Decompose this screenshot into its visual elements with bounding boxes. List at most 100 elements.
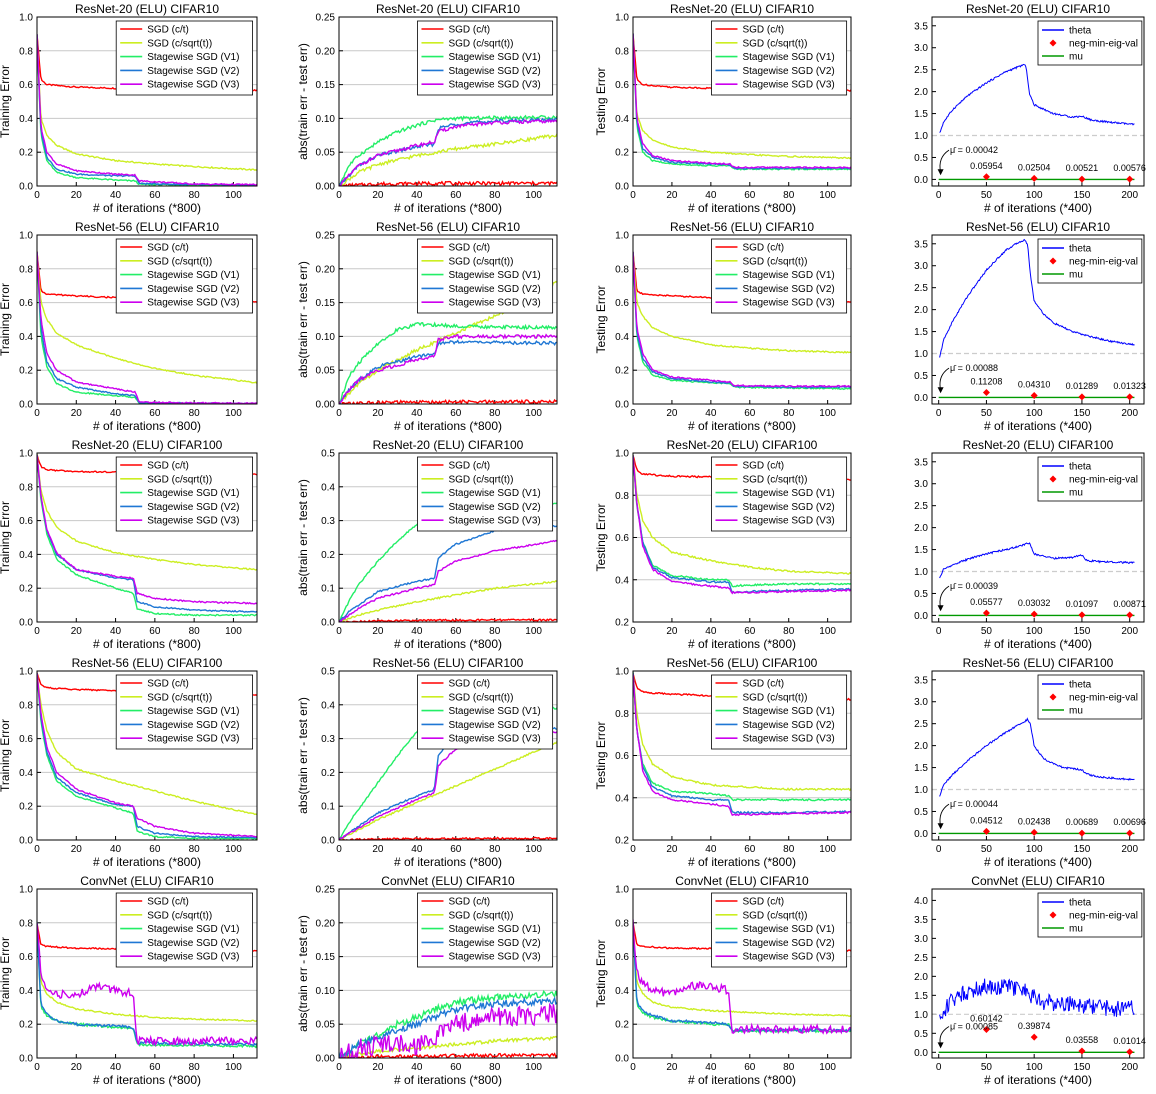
x-tick-label: 80 (189, 1062, 201, 1073)
y-tick-label: 1.0 (615, 885, 629, 896)
y-tick-label: 1.0 (615, 13, 629, 24)
y-tick-label: 0.15 (316, 80, 336, 91)
axes-frame (36, 452, 258, 623)
marker-label: 0.05577 (970, 597, 1003, 607)
marker-label: 0.01097 (1066, 599, 1099, 609)
eig-marker (1126, 393, 1134, 401)
y-tick-label: 0.3 (321, 516, 335, 527)
x-tick-label: 100 (225, 844, 242, 855)
legend-label: Stagewise SGD (V1) (147, 924, 239, 935)
marker-label: 0.02438 (1018, 816, 1051, 826)
y-tick-label: 0.10 (316, 332, 336, 343)
axes-frame (632, 452, 852, 623)
y-tick-label: 1.0 (914, 567, 928, 578)
panel-r3-c3: 0.0 0.5 1.0 1.5 2.0 2.5 3.0 3.5 0 50 100 150 200 0.04… (914, 656, 1146, 869)
x-tick-label: 60 (744, 190, 756, 201)
x-tick-label: 80 (189, 626, 201, 637)
y-tick-label: 0.20 (316, 918, 336, 929)
x-axis-label: # of iterations (*800) (394, 201, 502, 215)
legend-label: Stagewise SGD (V2) (147, 284, 239, 295)
axes-frame (36, 888, 258, 1059)
y-tick-label: 1.5 (914, 109, 928, 120)
y-tick-label: 1.0 (19, 13, 33, 24)
legend: SGD (c/t) SGD (c/sqrt(t)) Stagewise SGD (V… (115, 238, 253, 314)
y-tick-label: 0.10 (316, 986, 336, 997)
legend: theta neg-min-eig-val mu (1037, 674, 1143, 720)
legend: SGD (c/t) SGD (c/sqrt(t)) Stagewise SGD (V… (711, 674, 848, 750)
y-tick-label: 0.4 (321, 482, 335, 493)
x-tick-label: 60 (450, 626, 462, 637)
y-tick-label: 0.8 (19, 46, 33, 57)
theta-line (939, 978, 1135, 1020)
series-line (633, 455, 851, 588)
panel-r1-c1: 0.00 0.05 0.10 0.15 0.20 0.25 0 20 40 60 80 100 SGD … (296, 220, 558, 433)
panel-title: ResNet-20 (ELU) CIFAR10 (75, 2, 219, 16)
x-tick-label: 100 (525, 190, 542, 201)
series-line (633, 251, 851, 354)
legend-label: neg-min-eig-val (1069, 39, 1138, 50)
y-tick-label: 0.4 (321, 700, 335, 711)
theta-line (939, 238, 1135, 358)
series-line (339, 525, 557, 622)
y-tick-label: 0.2 (19, 802, 33, 813)
x-tick-label: 80 (783, 190, 795, 201)
x-tick-label: 20 (71, 626, 83, 637)
y-tick-label: 0.0 (19, 836, 33, 847)
y-axis-label: Training Error (0, 937, 12, 1010)
y-tick-label: 0.05 (316, 148, 336, 159)
legend-label: Stagewise SGD (V2) (742, 66, 834, 77)
y-tick-label: 0.00 (316, 182, 336, 193)
series-line (37, 34, 257, 186)
legend-label: SGD (c/sqrt(t)) (448, 256, 513, 267)
y-tick-label: 1.5 (914, 763, 928, 774)
y-tick-label: 1.0 (914, 349, 928, 360)
y-tick-label: 0.05 (316, 1020, 336, 1031)
legend-label: mu (1069, 52, 1083, 63)
x-tick-label: 60 (149, 408, 161, 419)
legend-label: Stagewise SGD (V1) (742, 706, 834, 717)
axes-frame (338, 452, 558, 623)
y-tick-label: 3.5 (914, 21, 928, 32)
series-line (633, 672, 851, 802)
legend-label: Stagewise SGD (V1) (742, 270, 834, 281)
x-tick-label: 40 (705, 844, 717, 855)
y-tick-label: 0.4 (19, 550, 33, 561)
panel-title: ResNet-20 (ELU) CIFAR10 (966, 2, 1110, 16)
panel-title: ResNet-56 (ELU) CIFAR100 (963, 656, 1114, 670)
legend: SGD (c/t) SGD (c/sqrt(t)) Stagewise SGD (V… (417, 892, 554, 968)
legend-label: Stagewise SGD (V2) (448, 284, 540, 295)
x-tick-label: 100 (1026, 626, 1043, 637)
legend-label: Stagewise SGD (V2) (742, 720, 834, 731)
legend-label: theta (1069, 898, 1092, 909)
y-tick-label: 0.4 (615, 114, 629, 125)
legend-label: SGD (c/t) (742, 243, 784, 254)
x-tick-label: 100 (1026, 1062, 1043, 1073)
legend-label: SGD (c/sqrt(t)) (742, 38, 807, 49)
y-tick-label: 0.8 (19, 918, 33, 929)
mu-annotation: μ̄ = 0.00042 (950, 145, 998, 155)
y-tick-label: 0.0 (321, 618, 335, 629)
legend-label: SGD (c/sqrt(t)) (147, 38, 212, 49)
y-tick-label: 0.6 (615, 952, 629, 963)
legend-label: SGD (c/t) (742, 679, 784, 690)
legend-label: SGD (c/t) (448, 897, 490, 908)
x-axis-label: # of iterations (*800) (93, 201, 201, 215)
y-tick-label: 0.6 (19, 952, 33, 963)
legend-label: Stagewise SGD (V1) (742, 924, 834, 935)
y-tick-label: 1.0 (615, 231, 629, 242)
theta-line (939, 63, 1135, 133)
marker-label: 0.39874 (1018, 1021, 1051, 1031)
x-tick-label: 60 (450, 408, 462, 419)
x-tick-label: 200 (1121, 408, 1138, 419)
marker-label: 0.01289 (1066, 381, 1099, 391)
legend-label: SGD (c/t) (742, 897, 784, 908)
legend-label: neg-min-eig-val (1069, 911, 1138, 922)
legend: theta neg-min-eig-val mu (1037, 456, 1143, 502)
legend-label: theta (1069, 680, 1092, 691)
y-tick-label: 3.5 (914, 915, 928, 926)
